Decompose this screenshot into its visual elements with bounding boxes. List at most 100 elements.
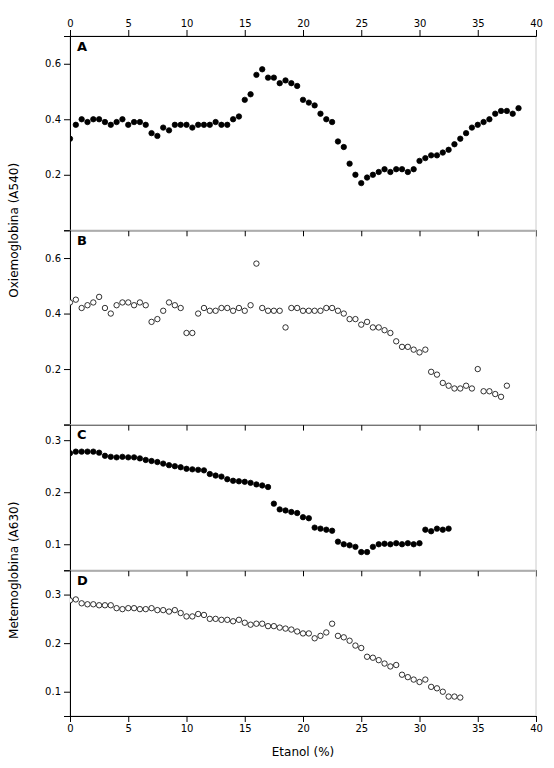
panel: 0.20.40.6B [45,230,536,430]
point [184,466,189,471]
tick-mark [64,258,70,259]
point [382,541,387,546]
tick [245,570,246,576]
point [364,549,369,554]
tick-mark [128,30,129,36]
point [230,619,235,624]
tick [128,570,129,576]
point [440,150,445,155]
point [493,111,498,116]
tick: 10 [181,18,194,36]
tick-mark [478,570,479,576]
point [324,527,329,532]
x-axis [71,425,537,431]
tick: 10 [181,716,194,734]
point [155,459,160,464]
x-axis-top: 0510152025303540 [67,18,543,37]
point [79,449,84,454]
point [329,621,334,626]
tick-mark [536,716,537,722]
point [469,386,474,391]
point [248,622,253,627]
point [70,598,73,603]
point [463,383,468,388]
tick [303,570,304,576]
tick-mark [64,119,70,120]
point [143,122,148,127]
point [423,347,428,352]
point [73,449,78,454]
point [70,136,73,141]
tick: 0.2 [45,487,70,498]
tick-label: 0 [67,18,73,29]
chart: 0.20.40.60510152025303540A0.20.40.6B0.10… [0,0,554,768]
point [201,468,206,473]
point [73,597,78,602]
tick-mark [70,30,71,36]
points [70,597,463,701]
point [289,509,294,514]
point [85,602,90,607]
point [201,612,206,617]
tick-label: 5 [126,723,132,734]
x-axis: 0510152025303540 [67,716,543,734]
tick: 40 [530,716,543,734]
tick: 35 [472,18,485,36]
tick-mark [303,30,304,36]
point [79,601,84,606]
tick-mark [361,425,362,431]
point [242,479,247,484]
axis-domain [71,231,537,237]
point [306,631,311,636]
point [230,478,235,483]
point [79,305,84,310]
point [428,529,433,534]
point [91,449,96,454]
point [324,305,329,310]
point [166,128,171,133]
point [312,308,317,313]
point [405,344,410,349]
point [423,155,428,160]
point [452,386,457,391]
point [324,630,329,635]
point [219,122,224,127]
point [195,122,200,127]
points [70,261,510,400]
point [166,462,171,467]
tick-mark [64,692,70,693]
point [423,677,428,682]
panel-label: B [77,233,87,248]
point [91,300,96,305]
point [271,501,276,506]
point [306,308,311,313]
point [242,620,247,625]
point [260,621,265,626]
point [265,75,270,80]
point [353,172,358,177]
tick: 15 [239,18,252,36]
point [434,153,439,158]
point [487,389,492,394]
tick [361,230,362,236]
point [219,305,224,310]
point [335,308,340,313]
point [225,122,230,127]
point [73,297,78,302]
x-axis [71,570,537,576]
tick-mark [64,175,70,176]
point [289,305,294,310]
point [388,664,393,669]
point [434,686,439,691]
point [359,180,364,185]
point [475,366,480,371]
tick-mark [187,425,188,431]
point [347,161,352,166]
tick [245,425,246,431]
tick: 0.2 [45,364,70,375]
point [428,684,433,689]
axis-domain [71,425,537,431]
point [370,544,375,549]
point [161,308,166,313]
point [271,623,276,628]
